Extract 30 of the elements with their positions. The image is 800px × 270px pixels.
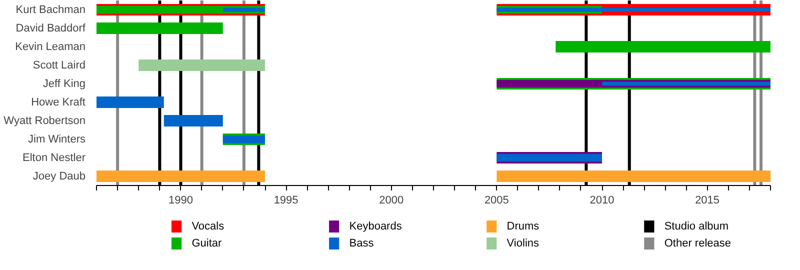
bar [496, 8, 770, 12]
y-tick-label: Jeff King [42, 78, 86, 90]
legend-label: Drums [506, 220, 540, 232]
x-tick-label: 1995 [274, 194, 298, 206]
bar [96, 170, 265, 182]
x-tick-label: 1990 [168, 194, 193, 206]
legend-label: Vocals [192, 220, 225, 232]
legend-label: Guitar [192, 238, 222, 250]
y-tick-label: Wyatt Robertson [4, 114, 86, 127]
legend-label: Studio album [664, 220, 729, 232]
y-tick-label: Kurt Bachman [16, 4, 86, 16]
y-tick-label: Scott Laird [32, 59, 86, 72]
bar [556, 41, 770, 52]
y-tick-label: Kevin Leaman [15, 40, 86, 53]
y-tick-label: Elton Nestler [22, 152, 86, 164]
legend-label: Other release [664, 238, 731, 250]
legend-label: Keyboards [349, 220, 402, 232]
legend-label: Bass [349, 238, 374, 250]
y-tick-label: Joey Daub [32, 170, 86, 182]
y-tick-label: David Baddorf [16, 22, 86, 34]
x-tick-label: 2000 [379, 194, 404, 206]
legend-label: Violins [506, 238, 540, 250]
bar [138, 60, 265, 71]
y-tick-label: Howe Kraft [31, 96, 86, 108]
x-tick-label: 2010 [590, 194, 614, 206]
x-tick-label: 2015 [695, 194, 720, 206]
y-tick-label: Jim Winters [28, 133, 86, 146]
bar [496, 170, 770, 182]
bar [96, 22, 223, 34]
x-tick-label: 2005 [484, 194, 509, 206]
